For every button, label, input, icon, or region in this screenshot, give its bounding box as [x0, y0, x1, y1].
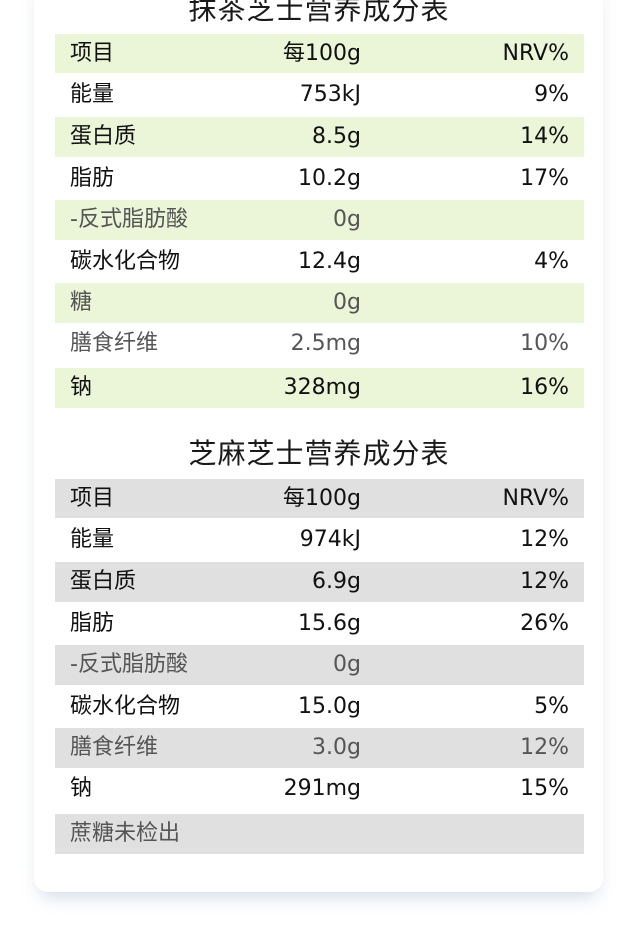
table-row: 碳水化合物 15.0g 5% — [55, 687, 584, 727]
row-nrv: 17% — [520, 166, 569, 191]
row-nrv: 15% — [520, 776, 569, 801]
table-row: 膳食纤维 3.0g 12% — [55, 728, 584, 768]
table1: 项目 每100g NRV% 能量 753kJ 9% 蛋白质 8.5g 14% 脂… — [55, 34, 584, 408]
header-nrv: NRV% — [502, 41, 570, 66]
row-nrv: 16% — [520, 375, 569, 400]
row-nrv: 4% — [534, 249, 569, 274]
table-row: 碳水化合物 12.4g 4% — [55, 242, 584, 282]
header-name: 项目 — [70, 486, 115, 511]
row-nrv: 10% — [520, 331, 569, 356]
table1-header-row: 项目 每100g NRV% — [55, 34, 584, 73]
row-nrv: 12% — [520, 527, 569, 552]
row-name: -反式脂肪酸 — [70, 652, 188, 677]
table-row: 钠 291mg 15% — [55, 769, 584, 809]
header-value: 每100g — [283, 41, 361, 66]
row-value: 6.9g — [312, 569, 361, 594]
row-value: 328mg — [283, 375, 361, 400]
row-name: 碳水化合物 — [70, 694, 181, 719]
row-name: 钠 — [70, 776, 93, 801]
table2-title: 芝麻芝士营养成分表 — [188, 437, 450, 470]
row-name: 脂肪 — [70, 611, 115, 636]
table-row: 糖 0g — [55, 283, 584, 323]
row-name: 碳水化合物 — [70, 249, 181, 274]
table2-header-row: 项目 每100g NRV% — [55, 479, 584, 518]
row-value: 3.0g — [312, 735, 361, 760]
row-name: 糖 — [70, 290, 93, 315]
table-row: 蛋白质 6.9g 12% — [55, 562, 584, 602]
row-value: 8.5g — [312, 124, 361, 149]
table-footnote-row: 蔗糖未检出 — [55, 814, 584, 854]
table-row: 膳食纤维 2.5mg 10% — [55, 324, 584, 364]
row-nrv: 14% — [520, 124, 569, 149]
row-value: 15.0g — [298, 694, 361, 719]
table-row: 蛋白质 8.5g 14% — [55, 117, 584, 157]
table-row: 脂肪 15.6g 26% — [55, 604, 584, 644]
footnote: 蔗糖未检出 — [70, 821, 181, 846]
row-value: 0g — [333, 652, 361, 677]
row-nrv: 9% — [534, 82, 569, 107]
row-name: -反式脂肪酸 — [70, 207, 188, 232]
header-name: 项目 — [70, 41, 115, 66]
table-row: 能量 974kJ 12% — [55, 520, 584, 560]
row-name: 能量 — [70, 527, 115, 552]
table1-title: 抹茶芝士营养成分表 — [188, 0, 450, 26]
row-name: 蛋白质 — [70, 124, 137, 149]
row-value: 291mg — [283, 776, 361, 801]
row-value: 753kJ — [299, 82, 361, 107]
row-value: 12.4g — [298, 249, 361, 274]
row-value: 2.5mg — [290, 331, 361, 356]
row-name: 膳食纤维 — [70, 331, 159, 356]
row-value: 0g — [333, 290, 361, 315]
row-nrv: 12% — [520, 569, 569, 594]
header-nrv: NRV% — [502, 486, 570, 511]
row-value: 15.6g — [298, 611, 361, 636]
row-nrv: 5% — [534, 694, 569, 719]
row-name: 膳食纤维 — [70, 735, 159, 760]
row-value: 974kJ — [299, 527, 361, 552]
row-value: 0g — [333, 207, 361, 232]
row-name: 能量 — [70, 82, 115, 107]
table-row: 钠 328mg 16% — [55, 368, 584, 408]
row-name: 钠 — [70, 375, 93, 400]
row-nrv: 26% — [520, 611, 569, 636]
table-row: 能量 753kJ 9% — [55, 75, 584, 115]
header-value: 每100g — [283, 486, 361, 511]
row-name: 蛋白质 — [70, 569, 137, 594]
row-name: 脂肪 — [70, 166, 115, 191]
table-row: 脂肪 10.2g 17% — [55, 159, 584, 199]
row-nrv: 12% — [520, 735, 569, 760]
row-value: 10.2g — [298, 166, 361, 191]
table-row: -反式脂肪酸 0g — [55, 200, 584, 240]
table-row: -反式脂肪酸 0g — [55, 645, 584, 685]
